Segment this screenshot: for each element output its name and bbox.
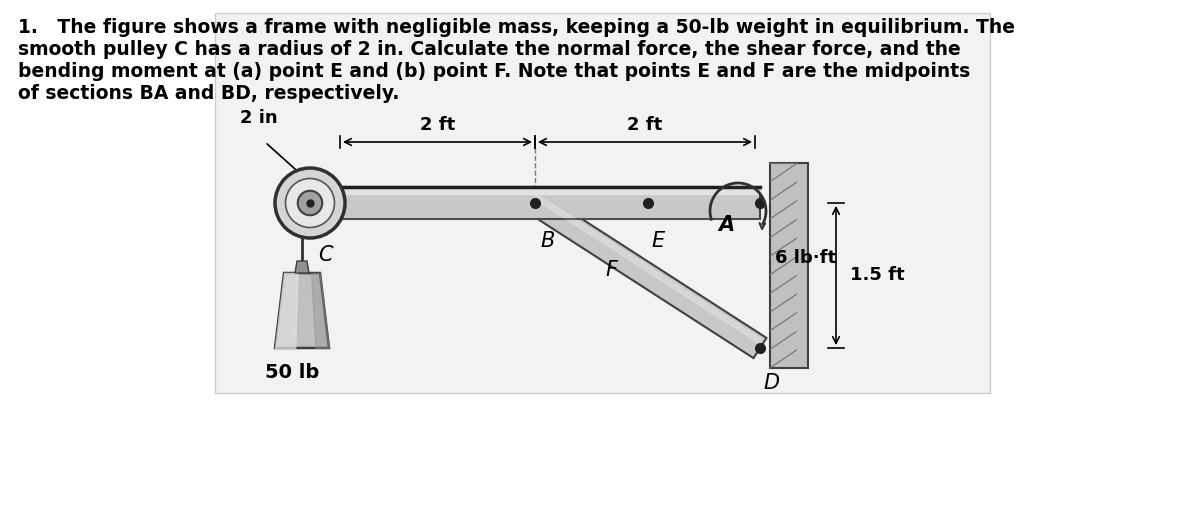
Polygon shape: [310, 187, 760, 219]
Circle shape: [275, 168, 346, 238]
Circle shape: [286, 178, 335, 228]
Text: B: B: [540, 231, 554, 251]
Text: of sections BA and BD, respectively.: of sections BA and BD, respectively.: [18, 84, 400, 103]
Text: 50 lb: 50 lb: [265, 363, 319, 382]
Text: 6 lb·ft: 6 lb·ft: [775, 249, 836, 267]
Text: 2 ft: 2 ft: [628, 116, 662, 134]
Polygon shape: [215, 13, 990, 393]
Text: A: A: [718, 215, 734, 235]
Text: 1.   The figure shows a frame with negligible mass, keeping a 50-lb weight in eq: 1. The figure shows a frame with negligi…: [18, 18, 1015, 37]
Text: 2 in: 2 in: [240, 109, 277, 127]
Text: C: C: [318, 245, 332, 265]
Text: F: F: [606, 260, 618, 280]
Text: smooth pulley C has a radius of 2 in. Calculate the normal force, the shear forc: smooth pulley C has a radius of 2 in. Ca…: [18, 40, 961, 59]
Text: 1.5 ft: 1.5 ft: [850, 267, 905, 285]
Circle shape: [298, 191, 323, 215]
Text: 2 ft: 2 ft: [420, 116, 455, 134]
Text: D: D: [763, 373, 779, 393]
Polygon shape: [295, 261, 310, 273]
Text: E: E: [652, 231, 665, 251]
Polygon shape: [275, 273, 329, 348]
Polygon shape: [770, 163, 808, 368]
Polygon shape: [528, 193, 767, 358]
Text: bending moment at (a) point E and (b) point F. Note that points E and F are the : bending moment at (a) point E and (b) po…: [18, 62, 971, 81]
